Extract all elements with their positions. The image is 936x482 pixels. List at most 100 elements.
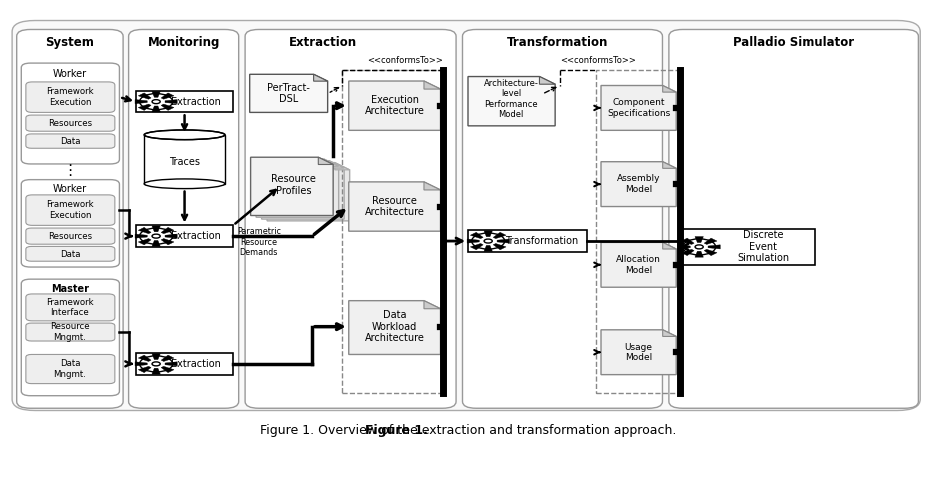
Polygon shape [267,162,350,221]
Ellipse shape [144,130,225,140]
Polygon shape [349,81,441,130]
Text: Traces: Traces [169,157,200,167]
FancyBboxPatch shape [26,246,115,261]
Text: ⋮: ⋮ [63,163,78,178]
FancyBboxPatch shape [26,228,115,244]
Polygon shape [262,161,344,219]
Text: Usage
Model: Usage Model [624,343,652,362]
Polygon shape [152,241,160,246]
Text: Framework
Interface: Framework Interface [46,298,94,317]
FancyBboxPatch shape [245,29,456,408]
Text: Worker: Worker [52,184,87,194]
Text: Architecture-
level
Performance
Model: Architecture- level Performance Model [484,79,538,119]
Polygon shape [152,354,160,360]
Polygon shape [139,228,151,234]
Polygon shape [497,239,509,243]
Polygon shape [349,301,441,354]
Polygon shape [135,100,147,104]
Polygon shape [161,355,174,362]
Text: Assembly
Model: Assembly Model [617,174,661,194]
Bar [679,229,814,265]
Polygon shape [161,239,174,245]
Text: Extraction: Extraction [171,97,221,107]
Polygon shape [663,161,676,168]
Polygon shape [135,234,147,238]
FancyBboxPatch shape [26,115,115,131]
Text: <<conformsTo>>: <<conformsTo>> [560,56,636,66]
Text: Data: Data [60,250,80,258]
Polygon shape [135,362,147,366]
Polygon shape [695,237,703,242]
Polygon shape [256,159,339,217]
Text: Figure 1.: Figure 1. [365,424,429,437]
Text: Discrete
Event
Simulation: Discrete Event Simulation [737,230,789,264]
Polygon shape [663,330,676,336]
Text: Data
Mngmt.: Data Mngmt. [53,359,86,378]
Polygon shape [161,104,174,110]
Text: Resource
Architecture: Resource Architecture [365,196,425,217]
Polygon shape [681,238,695,244]
Polygon shape [601,85,676,130]
Polygon shape [681,249,695,255]
Text: Palladio Simulator: Palladio Simulator [733,36,855,49]
Polygon shape [468,77,555,126]
Polygon shape [678,245,690,249]
Polygon shape [601,161,676,206]
Bar [468,230,587,252]
Polygon shape [424,182,441,190]
Polygon shape [139,93,151,99]
FancyBboxPatch shape [26,195,115,226]
Text: Resources: Resources [48,119,92,128]
Polygon shape [484,245,492,251]
Text: Worker: Worker [52,69,87,80]
FancyBboxPatch shape [22,279,120,396]
Polygon shape [695,251,703,257]
FancyBboxPatch shape [462,29,663,408]
Polygon shape [318,157,333,164]
Polygon shape [152,106,160,112]
Text: Framework
Execution: Framework Execution [46,201,94,220]
Text: Extraction: Extraction [289,36,358,49]
Polygon shape [329,161,344,168]
Polygon shape [165,362,177,366]
Polygon shape [424,301,441,309]
Polygon shape [152,368,160,374]
Polygon shape [704,238,717,244]
Text: PerTract-
DSL: PerTract- DSL [267,83,310,105]
Text: Allocation
Model: Allocation Model [616,255,661,275]
Polygon shape [161,366,174,373]
FancyBboxPatch shape [669,29,918,408]
Polygon shape [493,232,506,239]
Polygon shape [539,77,555,84]
FancyBboxPatch shape [17,29,124,408]
Polygon shape [601,242,676,287]
Polygon shape [139,366,151,373]
Text: Component
Specifications: Component Specifications [607,98,670,118]
Text: Extraction: Extraction [171,231,221,241]
FancyBboxPatch shape [26,134,115,148]
FancyBboxPatch shape [12,21,920,411]
FancyBboxPatch shape [128,29,239,408]
Polygon shape [161,228,174,234]
Text: Master: Master [51,284,89,295]
Text: Monitoring: Monitoring [148,36,220,49]
Polygon shape [424,81,441,89]
Text: <<conformsTo>>: <<conformsTo>> [367,56,443,66]
Polygon shape [349,182,441,231]
Polygon shape [484,231,492,237]
Polygon shape [152,226,160,232]
Polygon shape [152,92,160,97]
Bar [144,135,225,184]
Bar [596,70,679,392]
Text: System: System [46,36,95,49]
Ellipse shape [144,179,225,188]
Polygon shape [165,100,177,104]
Polygon shape [663,85,676,92]
Polygon shape [470,243,483,250]
Polygon shape [708,245,720,249]
Bar [343,70,446,392]
Polygon shape [324,159,339,166]
FancyBboxPatch shape [26,323,115,341]
Polygon shape [250,74,328,112]
Text: Resources: Resources [48,232,92,241]
